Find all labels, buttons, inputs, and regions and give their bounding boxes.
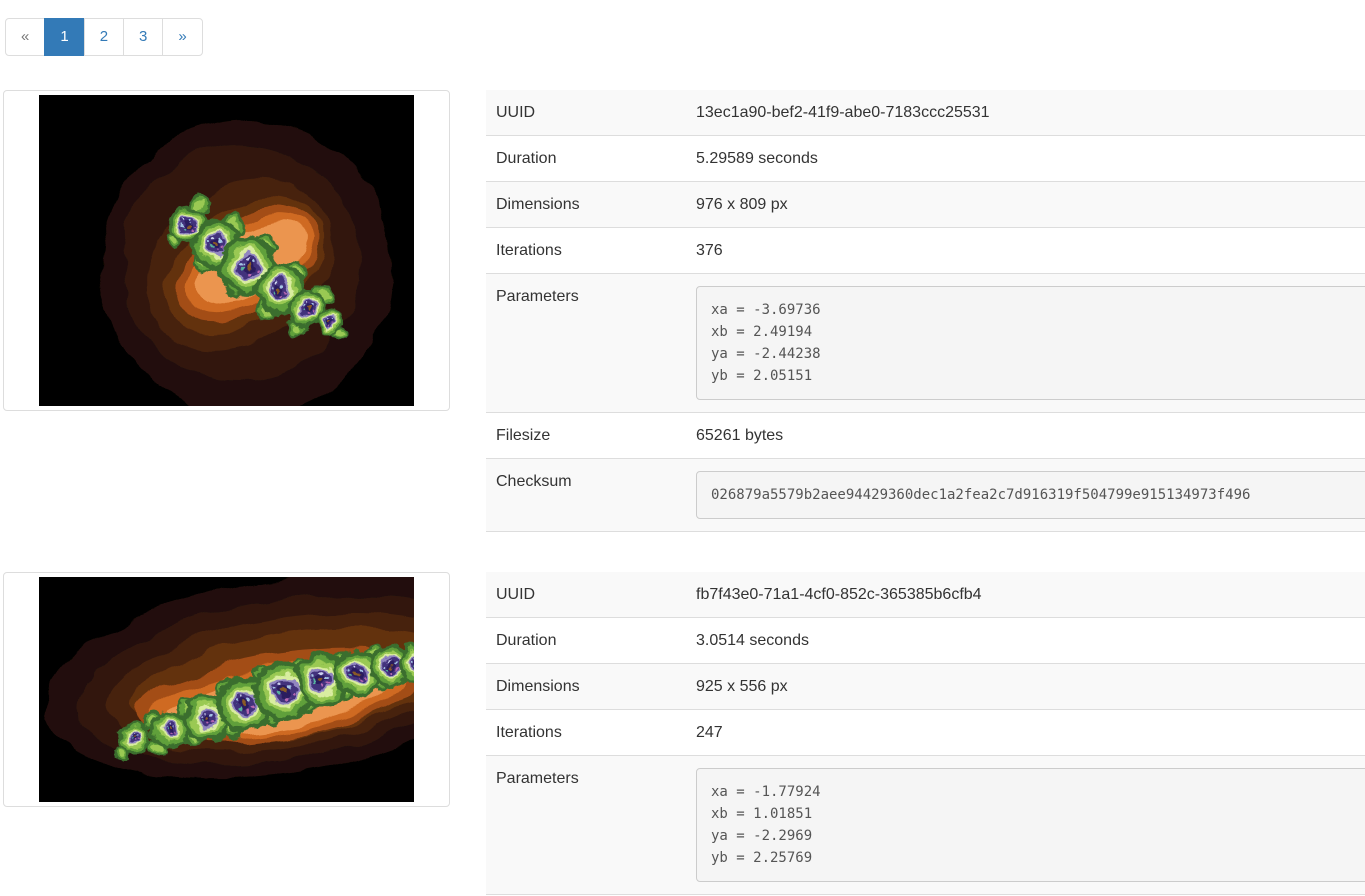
row-duration: Duration 5.29589 seconds [486,135,1365,182]
field-value: 925 x 556 px [686,663,1365,710]
fractal-thumbnail-image [39,95,414,406]
field-value: 026879a5579b2aee94429360dec1a2fea2c7d916… [686,458,1365,532]
thumbnail-card [3,90,450,411]
metadata-table-container: UUID fb7f43e0-71a1-4cf0-852c-365385b6cfb… [486,572,1365,895]
record-list: UUID 13ec1a90-bef2-41f9-abe0-7183ccc2553… [3,90,1365,895]
checksum-code-block: 026879a5579b2aee94429360dec1a2fea2c7d916… [696,471,1365,519]
field-label: Duration [486,617,686,664]
pagination-prev[interactable]: « [5,18,46,56]
field-value: xa = -1.77924 xb = 1.01851 ya = -2.2969 … [686,755,1365,895]
row-filesize: Filesize 65261 bytes [486,412,1365,459]
field-value: 376 [686,227,1365,274]
field-label: UUID [486,572,686,618]
field-value: xa = -3.69736 xb = 2.49194 ya = -2.44238… [686,273,1365,413]
pagination-next-link[interactable]: » [162,18,203,56]
row-iterations: Iterations 247 [486,709,1365,756]
record-row: UUID 13ec1a90-bef2-41f9-abe0-7183ccc2553… [3,90,1365,532]
row-uuid: UUID 13ec1a90-bef2-41f9-abe0-7183ccc2553… [486,90,1365,136]
field-value: 65261 bytes [686,412,1365,459]
row-dimensions: Dimensions 976 x 809 px [486,181,1365,228]
row-uuid: UUID fb7f43e0-71a1-4cf0-852c-365385b6cfb… [486,572,1365,618]
pagination-next[interactable]: » [162,18,203,56]
pagination-page-3-link[interactable]: 3 [123,18,164,56]
row-parameters: Parameters xa = -1.77924 xb = 1.01851 ya… [486,755,1365,895]
field-label: Checksum [486,458,686,532]
field-value: 13ec1a90-bef2-41f9-abe0-7183ccc25531 [686,90,1365,136]
pagination: « 1 2 3 » [3,18,1365,56]
field-value: 3.0514 seconds [686,617,1365,664]
record-row: UUID fb7f43e0-71a1-4cf0-852c-365385b6cfb… [3,572,1365,895]
field-label: UUID [486,90,686,136]
row-parameters: Parameters xa = -3.69736 xb = 2.49194 ya… [486,273,1365,413]
metadata-table-container: UUID 13ec1a90-bef2-41f9-abe0-7183ccc2553… [486,90,1365,532]
fractal-thumbnail-image [39,577,414,802]
pagination-page-3[interactable]: 3 [123,18,164,56]
field-value: fb7f43e0-71a1-4cf0-852c-365385b6cfb4 [686,572,1365,618]
field-label: Parameters [486,755,686,895]
pagination-prev-link[interactable]: « [5,18,46,56]
parameters-code-block: xa = -3.69736 xb = 2.49194 ya = -2.44238… [696,286,1365,400]
field-value: 5.29589 seconds [686,135,1365,182]
field-label: Iterations [486,709,686,756]
row-checksum: Checksum 026879a5579b2aee94429360dec1a2f… [486,458,1365,532]
field-label: Dimensions [486,663,686,710]
field-label: Dimensions [486,181,686,228]
pagination-page-2-link[interactable]: 2 [83,18,125,56]
thumbnail-card [3,572,450,807]
field-value: 976 x 809 px [686,181,1365,228]
metadata-table: UUID fb7f43e0-71a1-4cf0-852c-365385b6cfb… [486,572,1365,895]
row-dimensions: Dimensions 925 x 556 px [486,663,1365,710]
field-label: Iterations [486,227,686,274]
field-label: Duration [486,135,686,182]
pagination-page-1[interactable]: 1 [44,18,85,56]
metadata-table: UUID 13ec1a90-bef2-41f9-abe0-7183ccc2553… [486,90,1365,532]
field-value: 247 [686,709,1365,756]
row-iterations: Iterations 376 [486,227,1365,274]
field-label: Filesize [486,412,686,459]
parameters-code-block: xa = -1.77924 xb = 1.01851 ya = -2.2969 … [696,768,1365,882]
row-duration: Duration 3.0514 seconds [486,617,1365,664]
pagination-page-2[interactable]: 2 [83,18,125,56]
field-label: Parameters [486,273,686,413]
pagination-page-1-link[interactable]: 1 [44,18,85,56]
